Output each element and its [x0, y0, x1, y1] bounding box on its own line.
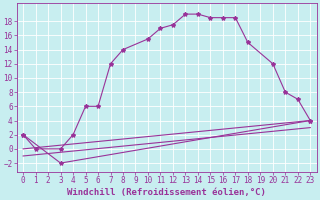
X-axis label: Windchill (Refroidissement éolien,°C): Windchill (Refroidissement éolien,°C) — [67, 188, 266, 197]
